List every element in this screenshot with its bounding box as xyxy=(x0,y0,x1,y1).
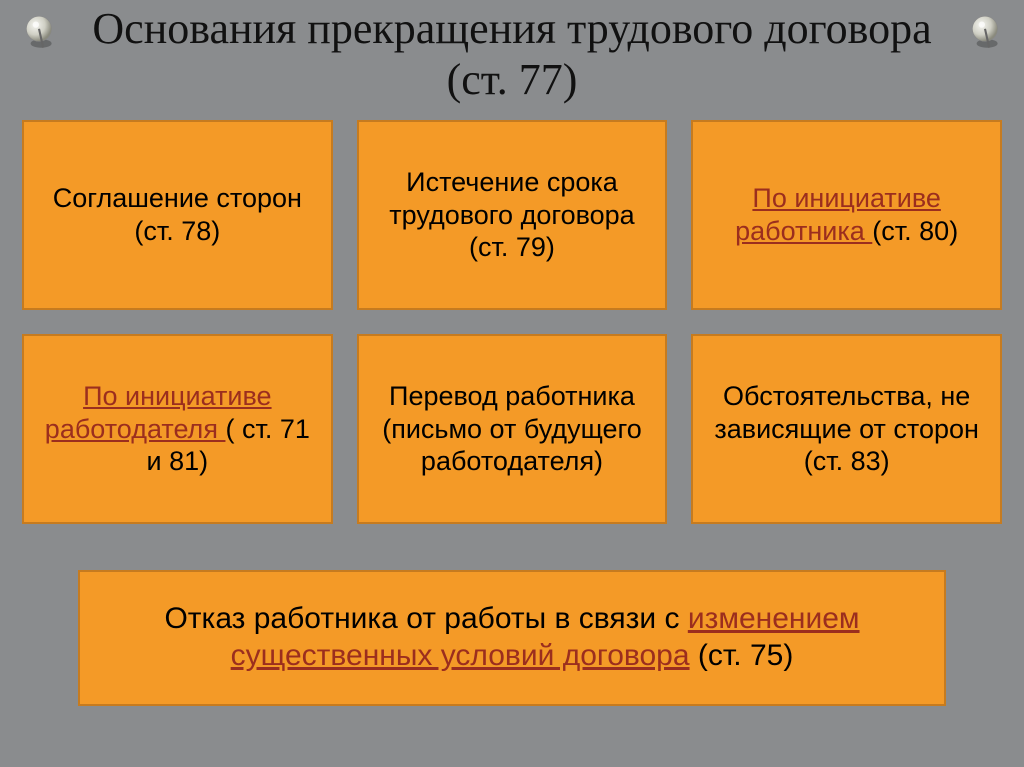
card-text: Обстоятельства, не зависящие от сторон (… xyxy=(714,381,979,477)
card-text: (ст. 80) xyxy=(872,216,958,246)
bottom-card: Отказ работника от работы в связи с изме… xyxy=(78,570,946,706)
card-4: По инициативе работодателя ( ст. 71 и 81… xyxy=(22,334,333,524)
card-2: Истечение срока трудового договора (ст. … xyxy=(357,120,668,310)
slide-title: Основания прекращения трудового договора… xyxy=(0,4,1024,105)
card-6: Обстоятельства, не зависящие от сторон (… xyxy=(691,334,1002,524)
card-text: Соглашение сторон (ст. 78) xyxy=(53,183,302,246)
card-text: Отказ работника от работы в связи с xyxy=(164,602,687,635)
card-5: Перевод работника (письмо от будущего ра… xyxy=(357,334,668,524)
cards-grid: Соглашение сторон (ст. 78) Истечение срок… xyxy=(22,120,1002,524)
card-1: Соглашение сторон (ст. 78) xyxy=(22,120,333,310)
card-text: Перевод работника (письмо от будущего ра… xyxy=(382,381,642,477)
card-text: (ст. 75) xyxy=(690,639,794,672)
card-text: Истечение срока трудового договора (ст. … xyxy=(389,167,634,263)
card-3: По инициативе работника (ст. 80) xyxy=(691,120,1002,310)
